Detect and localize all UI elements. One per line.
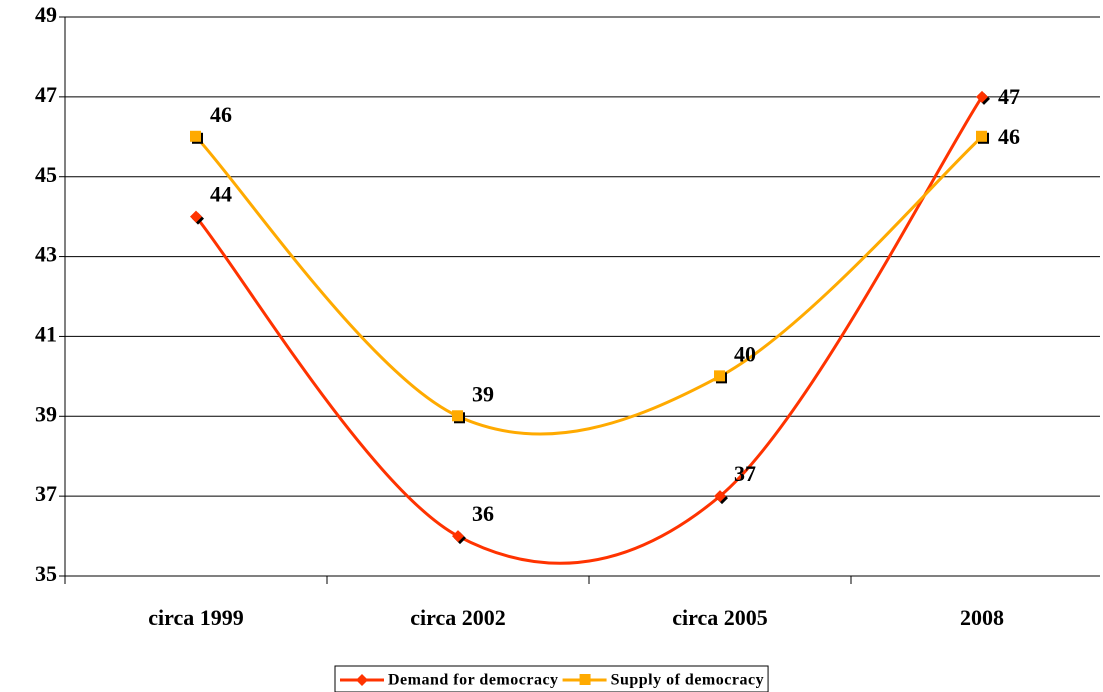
marker	[714, 370, 725, 382]
data-label: 36	[472, 501, 494, 526]
marker	[190, 130, 201, 142]
legend-label: Demand for democracy	[388, 672, 559, 689]
y-tick-label: 35	[35, 561, 57, 586]
legend-marker	[356, 674, 368, 686]
x-tick-label: 2008	[960, 605, 1004, 630]
y-tick-label: 45	[35, 162, 57, 187]
marker	[714, 490, 726, 503]
y-tick-label: 41	[35, 321, 57, 346]
y-tick-label: 39	[35, 401, 57, 426]
marker	[452, 530, 464, 543]
data-label: 44	[210, 182, 232, 207]
x-tick-label: circa 2005	[672, 605, 768, 630]
data-label: 47	[998, 84, 1020, 109]
series-line	[194, 96, 984, 565]
x-tick-label: circa 2002	[410, 605, 506, 630]
y-tick-label: 49	[35, 2, 57, 27]
y-tick-label: 37	[35, 481, 57, 506]
legend: Demand for democracy Supply of democracy	[334, 665, 769, 692]
data-label: 46	[998, 124, 1020, 149]
marker	[190, 210, 202, 223]
data-label: 39	[472, 381, 494, 406]
data-label: 37	[734, 461, 756, 486]
data-label: 40	[734, 341, 756, 366]
data-label: 46	[210, 102, 232, 127]
marker	[976, 90, 988, 103]
y-tick-label: 43	[35, 242, 57, 267]
marker	[452, 410, 463, 422]
legend-box	[334, 665, 769, 692]
series-line	[194, 135, 984, 436]
legend-marker	[579, 674, 591, 685]
y-tick-label: 47	[35, 82, 57, 107]
legend-label: Supply of democracy	[611, 672, 765, 689]
marker	[976, 130, 987, 142]
x-tick-label: circa 1999	[148, 605, 244, 630]
